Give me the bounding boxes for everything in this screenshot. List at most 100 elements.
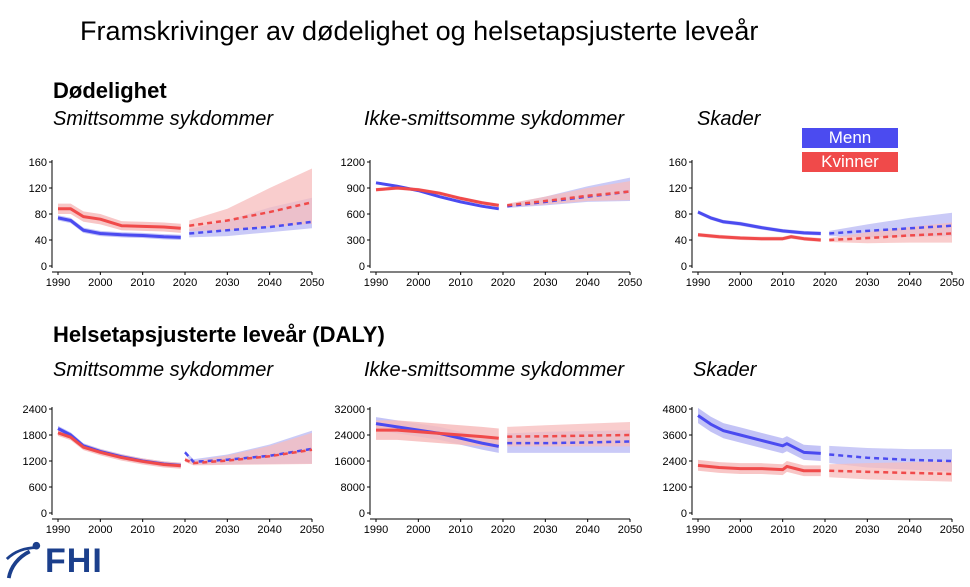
y-tick-label: 160 — [29, 157, 47, 169]
y-tick-label: 300 — [347, 235, 365, 247]
x-tick-label: 2020 — [491, 524, 515, 536]
projection-line — [507, 190, 631, 207]
x-tick-label: 2050 — [618, 524, 642, 536]
chart-subtitle: Smittsomme sykdommer — [53, 359, 274, 381]
y-tick-label: 1200 — [341, 157, 365, 169]
x-tick-label: 2050 — [940, 277, 964, 289]
x-tick-label: 2020 — [173, 524, 197, 536]
y-tick-label: 4800 — [663, 404, 687, 416]
chart-mortality-infectious: 0 40 80 120 160 1990 2000 2010 2020 2030 2040 2050 — [29, 157, 325, 289]
x-tick-label: 1990 — [364, 277, 388, 289]
y-tick-label: 8000 — [341, 482, 365, 494]
x-tick-label: 1990 — [364, 524, 388, 536]
y-tick-label: 2400 — [23, 404, 47, 416]
section-title-mortality: Dødelighet — [53, 78, 167, 103]
series-line — [697, 463, 821, 473]
x-tick-label: 2000 — [728, 277, 752, 289]
x-tick-label: 2030 — [533, 524, 557, 536]
x-tick-label: 2020 — [491, 277, 515, 289]
projection-line — [829, 453, 953, 463]
y-tick-label: 40 — [675, 235, 687, 247]
x-tick-label: 2000 — [88, 524, 112, 536]
y-tick-label: 2400 — [663, 456, 687, 468]
projection-line — [507, 440, 631, 445]
x-tick-label: 2010 — [448, 277, 472, 289]
x-tick-label: 2040 — [575, 524, 599, 536]
y-tick-label: 1800 — [23, 430, 47, 442]
history-band — [58, 215, 181, 240]
chart-subtitle: Ikke-smittsomme sykdommer — [364, 359, 625, 381]
projection-line — [184, 448, 313, 465]
y-tick-label: 32000 — [334, 404, 365, 416]
x-tick-label: 2010 — [770, 277, 794, 289]
page-title: Framskrivinger av dødelighet og helsetap… — [80, 16, 759, 46]
chart-mortality-injuries: 0 40 80 120 160 1990 2000 2010 2020 2030 2040 2050 — [669, 157, 965, 289]
projection-band — [507, 181, 630, 208]
x-tick-label: 2030 — [855, 524, 879, 536]
chart-subtitle: Ikke-smittsomme sykdommer — [364, 108, 625, 130]
chart-subtitle: Skader — [697, 108, 761, 130]
history-band — [58, 203, 181, 233]
chart-subtitle: Skader — [693, 359, 757, 381]
legend-women: Kvinner — [802, 152, 898, 172]
section-title-daly: Helsetapsjusterte leveår (DALY) — [53, 322, 385, 347]
x-tick-label: 2030 — [533, 277, 557, 289]
y-tick-label: 160 — [669, 157, 687, 169]
series-line — [58, 207, 181, 230]
x-tick-label: 2020 — [173, 277, 197, 289]
x-tick-label: 2000 — [406, 524, 430, 536]
x-tick-label: 2050 — [618, 277, 642, 289]
x-tick-label: 1990 — [686, 277, 710, 289]
series-line — [375, 186, 499, 207]
y-tick-label: 0 — [41, 508, 47, 520]
y-tick-label: 24000 — [334, 430, 365, 442]
x-tick-label: 2010 — [448, 524, 472, 536]
x-tick-label: 1990 — [686, 524, 710, 536]
projection-line — [507, 433, 631, 438]
series-line — [57, 431, 181, 468]
series-line — [375, 181, 499, 211]
projection-band — [185, 432, 312, 466]
y-tick-label: 40 — [35, 235, 47, 247]
y-tick-label: 0 — [359, 261, 365, 273]
chart-daly-noncommunicable: 0 8000 16000 24000 32000 1990 2000 2010 2020 2030… — [334, 404, 642, 536]
series-line — [697, 233, 821, 242]
y-tick-label: 16000 — [334, 456, 365, 468]
y-tick-label: 0 — [681, 508, 687, 520]
y-tick-label: 120 — [29, 183, 47, 195]
chart-daly-infectious: 0 600 1200 1800 2400 1990 2000 2010 2020 2030 2040… — [23, 404, 325, 536]
x-tick-label: 2030 — [215, 277, 239, 289]
chart-subtitle: Smittsomme sykdommer — [53, 108, 274, 130]
x-tick-label: 1990 — [46, 277, 70, 289]
y-tick-label: 900 — [347, 183, 365, 195]
legend-men: Menn — [802, 128, 898, 148]
x-tick-label: 2010 — [130, 277, 154, 289]
x-tick-label: 2050 — [940, 524, 964, 536]
projection-line — [829, 224, 953, 235]
x-tick-label: 2030 — [215, 524, 239, 536]
x-tick-label: 2040 — [575, 277, 599, 289]
series-line — [57, 216, 181, 239]
x-tick-label: 2050 — [300, 277, 324, 289]
x-tick-label: 2040 — [257, 524, 281, 536]
x-tick-label: 2050 — [300, 524, 324, 536]
projection-line — [189, 220, 313, 235]
x-tick-label: 2000 — [88, 277, 112, 289]
y-tick-label: 600 — [29, 482, 47, 494]
projection-line — [829, 232, 953, 242]
series-line — [697, 210, 821, 235]
series-line — [376, 428, 499, 440]
y-tick-label: 1200 — [663, 482, 687, 494]
y-tick-label: 0 — [41, 261, 47, 273]
y-tick-label: 80 — [35, 209, 47, 221]
y-tick-label: 0 — [681, 261, 687, 273]
x-tick-label: 2040 — [897, 524, 921, 536]
projection-line — [829, 469, 953, 476]
x-tick-label: 2030 — [855, 277, 879, 289]
x-tick-label: 2040 — [257, 277, 281, 289]
projection-band — [189, 168, 312, 231]
x-tick-label: 2000 — [406, 277, 430, 289]
x-tick-label: 2000 — [728, 524, 752, 536]
projection-line — [189, 201, 313, 227]
projection-band — [829, 461, 952, 482]
